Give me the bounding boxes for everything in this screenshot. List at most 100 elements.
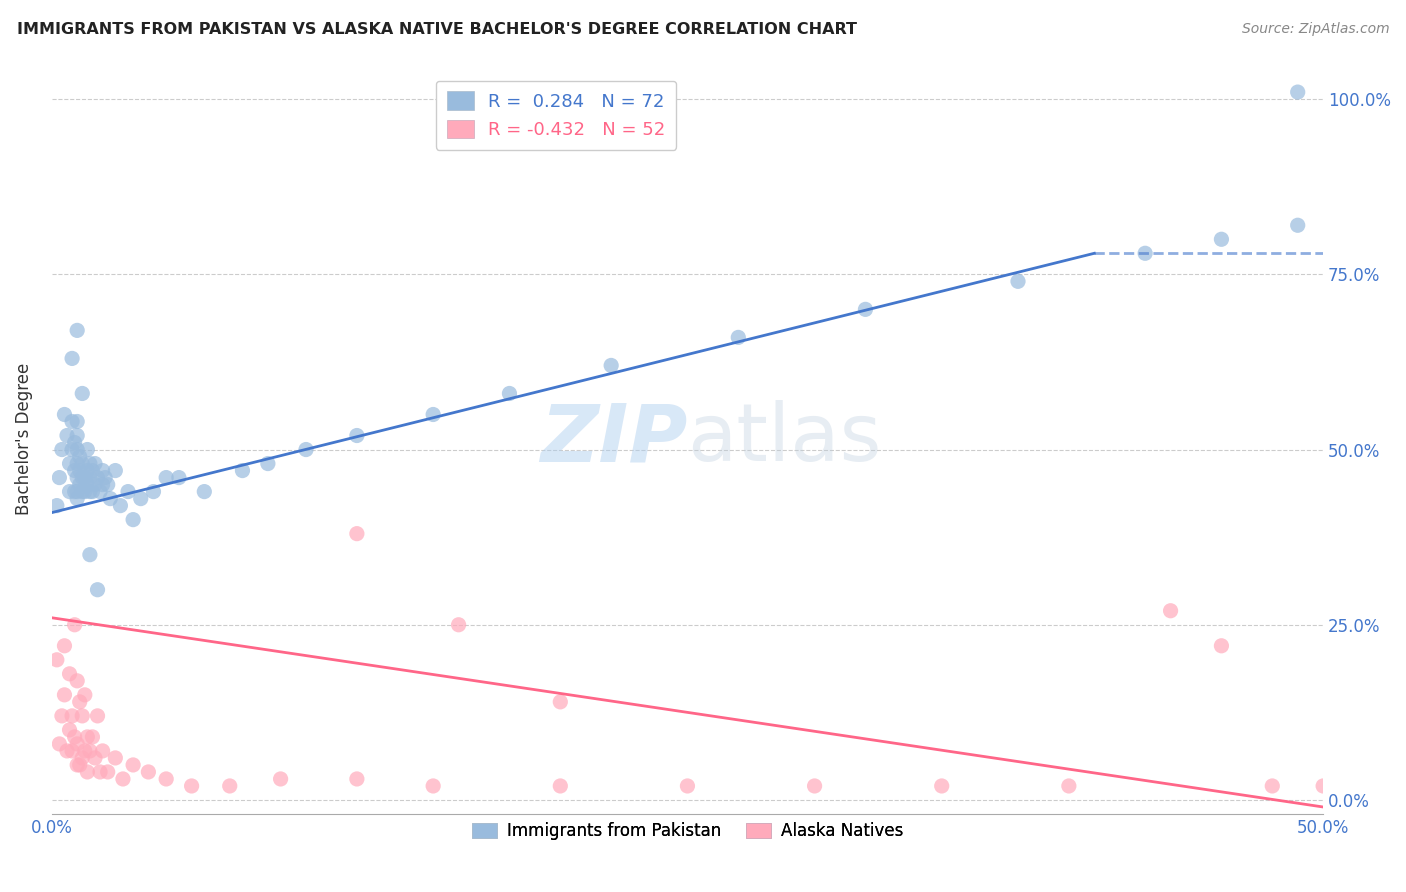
Point — [79, 470, 101, 484]
Point — [84, 751, 107, 765]
Text: Source: ZipAtlas.com: Source: ZipAtlas.com — [1241, 22, 1389, 37]
Point — [86, 709, 108, 723]
Point — [73, 470, 96, 484]
Point — [45, 653, 67, 667]
Point — [1312, 779, 1334, 793]
Point — [111, 772, 134, 786]
Point — [58, 457, 80, 471]
Point — [122, 513, 145, 527]
Point — [76, 730, 98, 744]
Point — [66, 673, 89, 688]
Point — [94, 470, 117, 484]
Point — [76, 764, 98, 779]
Point — [72, 751, 94, 765]
Point — [66, 323, 89, 337]
Point — [1261, 779, 1284, 793]
Point — [86, 470, 108, 484]
Point — [97, 477, 120, 491]
Point — [295, 442, 318, 457]
Point — [73, 484, 96, 499]
Point — [676, 779, 699, 793]
Point — [346, 428, 368, 442]
Point — [66, 470, 89, 484]
Point — [60, 415, 83, 429]
Point — [66, 428, 89, 442]
Point — [51, 442, 73, 457]
Point — [79, 548, 101, 562]
Point — [79, 457, 101, 471]
Point — [104, 464, 127, 478]
Point — [45, 499, 67, 513]
Point — [60, 744, 83, 758]
Point — [66, 442, 89, 457]
Point — [58, 666, 80, 681]
Point — [53, 408, 76, 422]
Point — [48, 737, 70, 751]
Point — [82, 484, 104, 499]
Point — [66, 415, 89, 429]
Y-axis label: Bachelor's Degree: Bachelor's Degree — [15, 363, 32, 516]
Text: atlas: atlas — [688, 400, 882, 478]
Point — [104, 751, 127, 765]
Point — [69, 695, 91, 709]
Point — [63, 435, 86, 450]
Point — [48, 470, 70, 484]
Point — [218, 779, 240, 793]
Point — [1211, 639, 1233, 653]
Point — [63, 617, 86, 632]
Point — [155, 470, 177, 484]
Point — [66, 491, 89, 506]
Point — [72, 386, 94, 401]
Point — [550, 695, 572, 709]
Point — [69, 450, 91, 464]
Point — [82, 464, 104, 478]
Point — [66, 457, 89, 471]
Point — [69, 464, 91, 478]
Point — [346, 772, 368, 786]
Point — [270, 772, 292, 786]
Point — [346, 526, 368, 541]
Point — [422, 408, 444, 422]
Point — [51, 709, 73, 723]
Point — [60, 351, 83, 366]
Point — [422, 779, 444, 793]
Point — [550, 779, 572, 793]
Point — [73, 688, 96, 702]
Point — [91, 744, 114, 758]
Legend: Immigrants from Pakistan, Alaska Natives: Immigrants from Pakistan, Alaska Natives — [465, 815, 910, 847]
Point — [76, 464, 98, 478]
Text: IMMIGRANTS FROM PAKISTAN VS ALASKA NATIVE BACHELOR'S DEGREE CORRELATION CHART: IMMIGRANTS FROM PAKISTAN VS ALASKA NATIV… — [17, 22, 856, 37]
Point — [447, 617, 470, 632]
Point — [117, 484, 139, 499]
Point — [60, 709, 83, 723]
Point — [84, 477, 107, 491]
Point — [142, 484, 165, 499]
Point — [167, 470, 190, 484]
Point — [97, 764, 120, 779]
Point — [129, 491, 152, 506]
Point — [56, 428, 79, 442]
Point — [803, 779, 825, 793]
Point — [72, 709, 94, 723]
Point — [84, 457, 107, 471]
Point — [72, 457, 94, 471]
Point — [82, 730, 104, 744]
Point — [91, 477, 114, 491]
Point — [69, 477, 91, 491]
Point — [1286, 219, 1309, 233]
Point — [89, 764, 111, 779]
Point — [73, 744, 96, 758]
Point — [1211, 232, 1233, 246]
Point — [53, 639, 76, 653]
Point — [155, 772, 177, 786]
Point — [56, 744, 79, 758]
Point — [76, 477, 98, 491]
Point — [98, 491, 121, 506]
Text: ZIP: ZIP — [540, 400, 688, 478]
Point — [79, 484, 101, 499]
Point — [1057, 779, 1080, 793]
Point — [727, 330, 749, 344]
Point — [600, 359, 623, 373]
Point — [1160, 604, 1182, 618]
Point — [180, 779, 202, 793]
